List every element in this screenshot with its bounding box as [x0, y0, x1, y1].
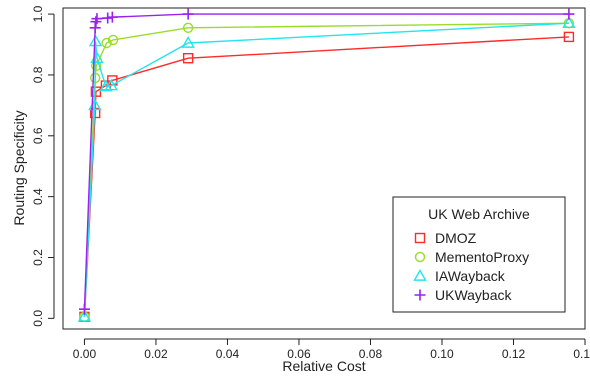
legend-marker-iawayback — [413, 269, 427, 281]
y-tick-label: 1.0 — [31, 5, 45, 22]
data-point-mementoproxy — [101, 37, 112, 49]
data-point-ukwayback — [182, 8, 194, 20]
data-point-mementoproxy — [91, 60, 102, 72]
data-point-dmoz — [563, 31, 575, 43]
x-tick-label: 0.00 — [73, 347, 97, 361]
data-point-iawayback — [104, 78, 118, 91]
data-point-iawayback — [88, 34, 103, 47]
plot-frame — [62, 7, 586, 330]
x-tick-label: 0.12 — [502, 347, 526, 361]
data-point-mementoproxy — [182, 22, 194, 33]
data-point-mementoproxy — [107, 34, 119, 46]
data-point-ukwayback — [563, 8, 575, 20]
x-tick-label: 0.04 — [216, 347, 240, 361]
data-point-ukwayback — [106, 11, 118, 23]
data-point-ukwayback — [102, 12, 114, 24]
data-point-iawayback — [181, 36, 195, 48]
x-axis: 0.00 0.02 0.04 0.06 0.08 0.10 0.12 0.14 — [73, 338, 590, 361]
y-tick-label: 0.2 — [31, 249, 45, 266]
legend-marker-mementoproxy — [414, 251, 426, 263]
x-tick-label: 0.10 — [430, 347, 454, 361]
y-tick-label: 0.0 — [31, 310, 45, 327]
series-ukwayback — [78, 8, 575, 315]
legend-marker-ukwayback — [414, 289, 426, 301]
legend-label-mementoproxy: MementoProxy — [435, 249, 529, 265]
data-point-iawayback — [562, 16, 576, 29]
x-tick-label: 0.06 — [287, 347, 311, 361]
x-tick-label: 0.02 — [144, 347, 168, 361]
legend-label-iawayback: IAWayback — [435, 268, 506, 284]
y-tick-label: 0.4 — [31, 188, 45, 205]
y-tick-label: 0.8 — [31, 66, 45, 83]
legend-label-ukwayback: UKWayback — [435, 287, 513, 303]
x-tick-label: 0.08 — [359, 347, 383, 361]
legend: UK Web Archive DMOZ MementoProxy IAWayback… — [392, 196, 566, 313]
x-tick-label: 0.14 — [573, 347, 590, 361]
legend-title: UK Web Archive — [428, 206, 530, 222]
legend-label-dmoz: DMOZ — [435, 230, 477, 246]
y-axis: 0.0 0.2 0.4 0.6 0.8 1.0 — [31, 5, 55, 327]
data-point-dmoz — [182, 53, 194, 64]
legend-marker-dmoz — [414, 232, 426, 244]
data-point-iawayback — [77, 309, 92, 322]
y-axis-label: Routing Specificity — [11, 110, 27, 225]
series-layer — [77, 8, 576, 323]
data-point-ukwayback — [78, 303, 90, 315]
legend-box — [392, 196, 566, 313]
y-tick-label: 0.6 — [31, 127, 45, 144]
data-point-ukwayback — [91, 13, 103, 25]
x-axis-label: Relative Cost — [282, 358, 365, 374]
series-line-iawayback — [83, 22, 569, 317]
data-point-dmoz — [90, 86, 102, 97]
